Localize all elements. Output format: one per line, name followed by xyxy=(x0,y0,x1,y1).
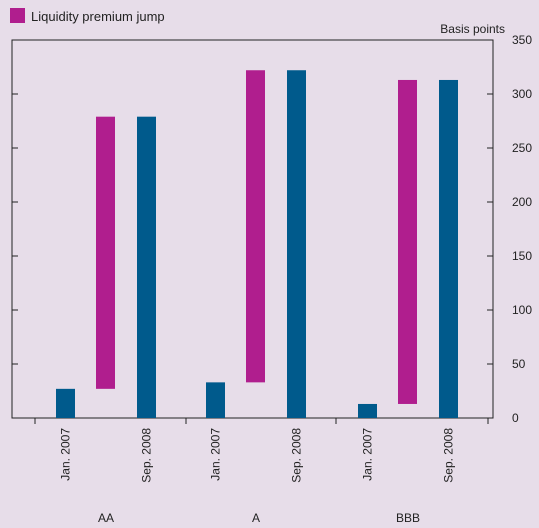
bar-bbb-jan-2007 xyxy=(358,403,377,418)
x-tick-label: Sep. 2008 xyxy=(442,428,456,483)
x-tick-label: Jan. 2007 xyxy=(361,428,375,481)
x-group-label: BBB xyxy=(396,511,420,525)
plot-frame xyxy=(11,39,494,419)
x-group-label: AA xyxy=(98,511,114,525)
y-axis-title: Basis points xyxy=(440,22,505,36)
bar-aa-premium-jump xyxy=(96,116,115,389)
x-tick-label: Jan. 2007 xyxy=(209,428,223,481)
y-tick-label: 50 xyxy=(512,357,526,371)
y-tick-label: 250 xyxy=(512,141,532,155)
legend-label-liquidity-premium-jump: Liquidity premium jump xyxy=(31,9,165,24)
y-tick-label: 0 xyxy=(512,411,519,425)
y-tick-label: 100 xyxy=(512,303,532,317)
x-tick-label: Jan. 2007 xyxy=(59,428,73,481)
bar-aa-sep-2008 xyxy=(137,116,156,419)
y-tick-label: 200 xyxy=(512,195,532,209)
y-tick-label: 150 xyxy=(512,249,532,263)
bar-bbb-premium-jump xyxy=(398,79,417,404)
bars xyxy=(56,70,458,419)
legend-swatch-liquidity-premium-jump xyxy=(10,8,25,23)
bar-a-premium-jump xyxy=(246,70,265,383)
x-tick-label: Sep. 2008 xyxy=(290,428,304,483)
bar-a-jan-2007 xyxy=(206,382,225,418)
legend: Liquidity premium jump xyxy=(10,8,165,24)
y-axis: 0 50 100 150 200 250 300 350 xyxy=(12,33,532,425)
bar-aa-jan-2007 xyxy=(56,388,75,418)
bar-bbb-sep-2008 xyxy=(439,79,458,419)
x-group-label: A xyxy=(252,511,260,525)
bar-a-sep-2008 xyxy=(287,70,306,419)
y-tick-label: 300 xyxy=(512,87,532,101)
x-tick-label: Sep. 2008 xyxy=(140,428,154,483)
x-axis: Jan. 2007 Sep. 2008 AA Jan. 2007 Sep. 2008 A J… xyxy=(34,418,489,525)
y-tick-label: 350 xyxy=(512,33,532,47)
